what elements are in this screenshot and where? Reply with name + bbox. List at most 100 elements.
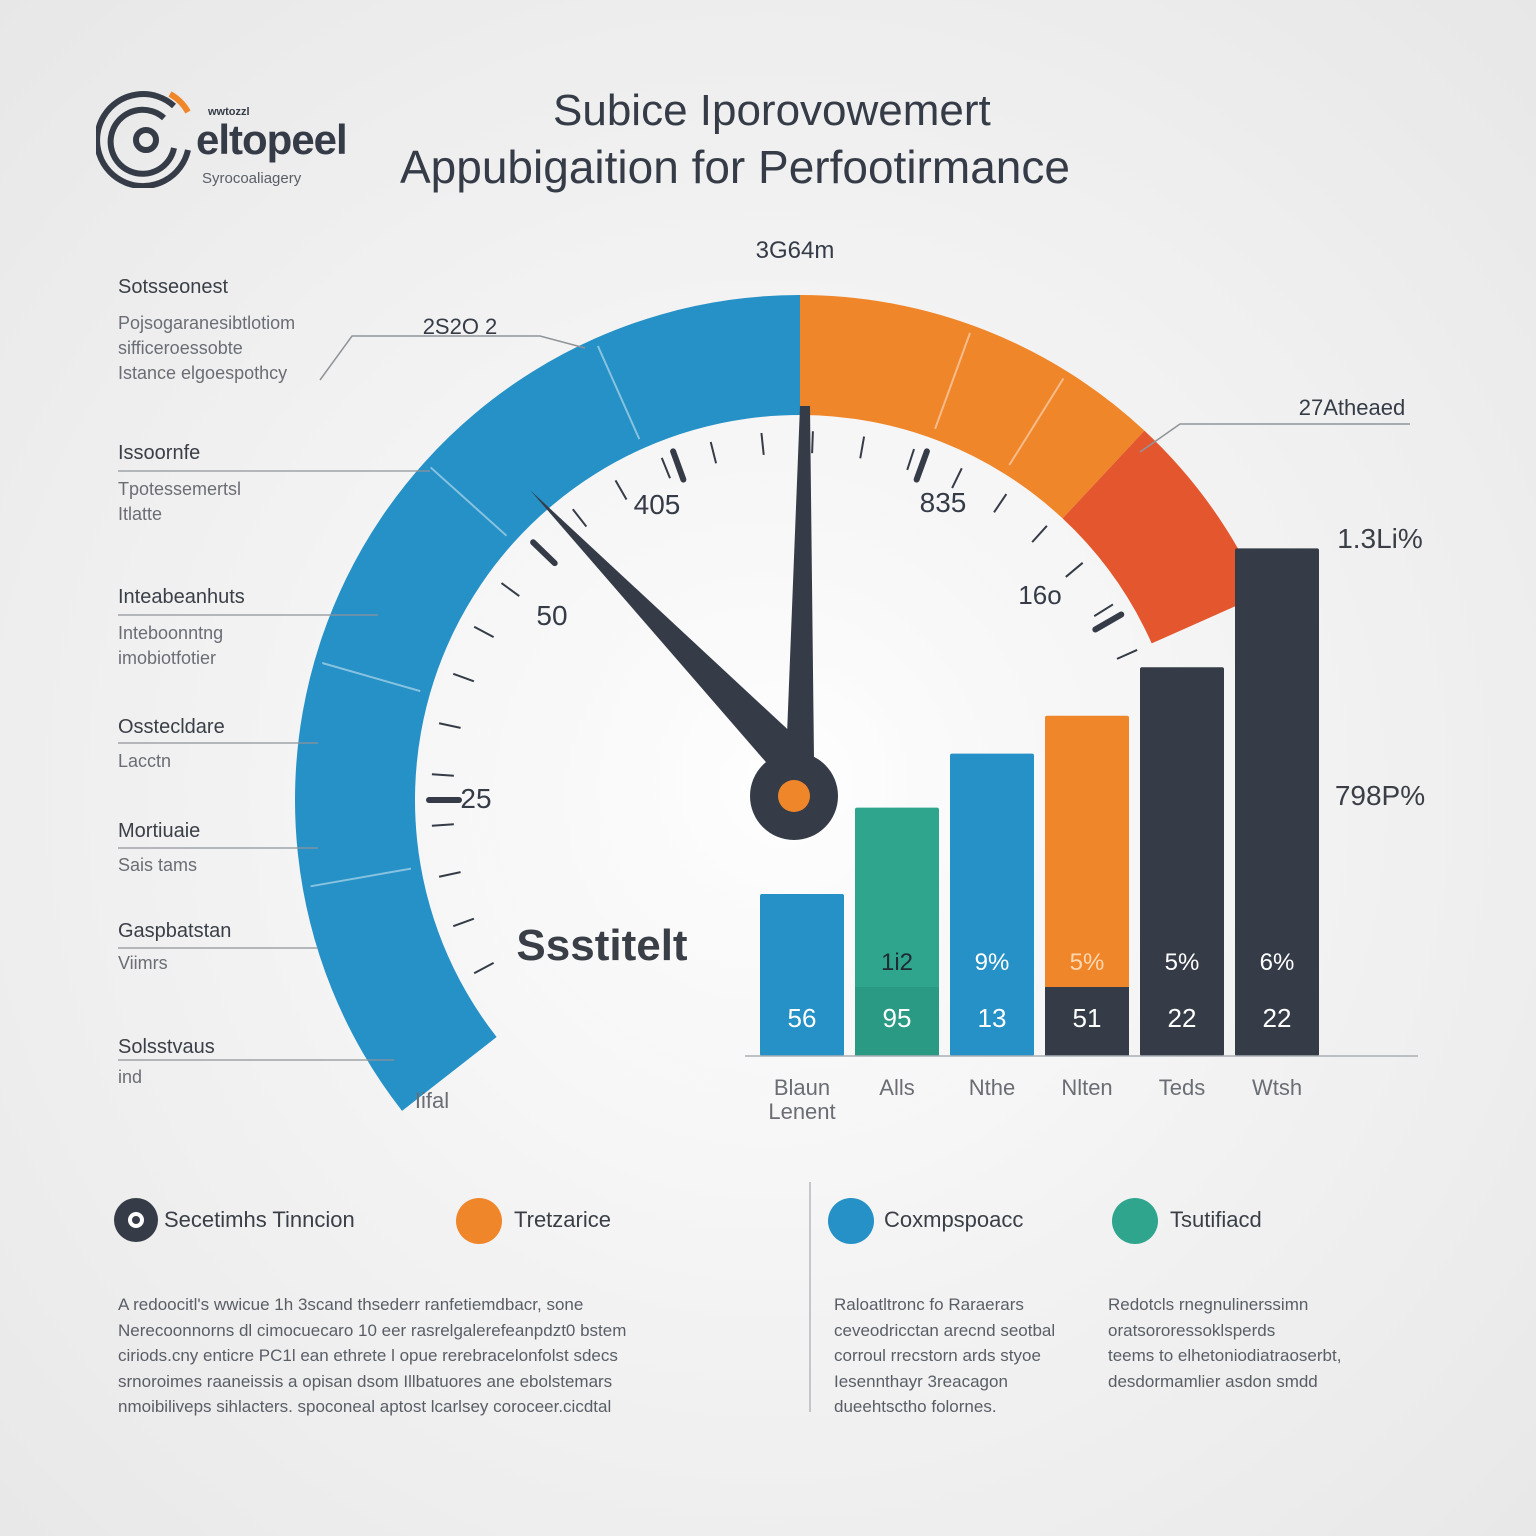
bar-percent-label: 5% — [1070, 949, 1105, 976]
arc-stripe — [429, 466, 508, 537]
arc-stripe — [321, 662, 421, 693]
paragraph-line: nmoibiliveps sihlacters. spoconeal aptos… — [118, 1397, 612, 1416]
bar-lower-segment — [855, 987, 939, 1056]
paragraph-line: A redoocitl's wwicue 1h 3scand thsederr … — [118, 1295, 584, 1314]
teal-dot-icon — [1112, 1198, 1158, 1244]
x-tick-label: Nthe — [969, 1075, 1015, 1100]
side-label-title: Mortiuaie — [118, 820, 201, 842]
x-tick-label: Alls — [879, 1075, 914, 1100]
gauge-arc-stripes — [310, 332, 1065, 888]
gauge-tick — [760, 432, 765, 456]
gauge-tick — [951, 467, 963, 489]
paragraph-line: Nerecoonnorns dl cimocuecaro 10 eer rasr… — [118, 1320, 627, 1340]
gauge-scale-label-25: 25 — [460, 783, 491, 814]
side-label-sub: Sais tams — [118, 855, 198, 875]
paragraph-line: teems to elhetoniodiatraoserbt, — [1108, 1346, 1342, 1365]
bar-value-label: 51 — [1073, 1003, 1102, 1033]
gauge-scale-label-405: 405 — [634, 489, 681, 520]
side-label-sub: Lacctn — [118, 751, 172, 771]
side-label-sub: Inteboonntng — [118, 623, 224, 643]
side-label-sub: imobiotfotier — [118, 648, 217, 668]
arc-stripe — [934, 332, 971, 430]
legend-label: Coxmpspoacc — [884, 1207, 1024, 1232]
legend-label: Tsutifiacd — [1170, 1207, 1262, 1232]
side-label-group: Solsstvaus ind — [118, 1036, 215, 1090]
gauge-arc-red — [1062, 430, 1262, 644]
bar-value-label: 22 — [1168, 1003, 1197, 1033]
gauge-tick — [1031, 525, 1048, 543]
bar-percent-label: 1i2 — [881, 949, 913, 976]
paragraph-line: oratsororessoklsperds — [1108, 1320, 1276, 1340]
gauge-tick — [1116, 649, 1138, 660]
bar-value-label: 95 — [883, 1003, 912, 1033]
legend-label: Tretzarice — [514, 1207, 611, 1232]
paragraph-line: ciriods.cny enticre PC1l ean ethrete l o… — [118, 1346, 618, 1365]
orange-dot-icon — [456, 1198, 502, 1244]
side-label-group: Mortiuaie Sais tams — [118, 820, 200, 878]
gauge-tick — [452, 917, 475, 928]
x-tick-label: Teds — [1159, 1075, 1205, 1100]
gauge-bottom-label: Iifal — [415, 1088, 449, 1113]
logo: wwtozzl eltopeel Syrocoaliagery — [96, 88, 386, 198]
paragraph-middle: Raloatltronc fo Raraerars ceveodricctan … — [834, 1292, 1055, 1420]
side-label-sub: Pojsogaranesibtlotiom — [118, 313, 296, 333]
bar-right-label-mid: 798P% — [1335, 780, 1425, 811]
gauge-tick — [473, 962, 495, 975]
gauge-major-tick — [1092, 611, 1125, 633]
bar — [1140, 667, 1224, 1056]
paragraph-right: Redotcls rnegnulinerssimn oratsororessok… — [1108, 1292, 1341, 1394]
gauge-tick — [1093, 603, 1114, 617]
legend: Secetimhs Tinncion Tretzarice Coxmpspoac… — [114, 1198, 1344, 1246]
paragraph-line: Iesennthayr 3reacagon — [834, 1371, 1008, 1391]
gauge-major-ticks — [426, 448, 1125, 803]
gauge-tick — [1065, 562, 1084, 578]
x-tick-label: Lenent — [768, 1099, 835, 1124]
gauge-major-tick — [530, 539, 558, 567]
gauge-top-label: 3G64m — [756, 237, 835, 264]
bar-percent-label: 6% — [1260, 949, 1295, 976]
side-label-sub: Istance elgoespothcy — [118, 363, 288, 383]
needle-hub-center — [778, 780, 810, 812]
ring-dot-icon — [114, 1198, 158, 1242]
bar-lower-segment — [1045, 987, 1129, 1056]
gauge-tick — [438, 722, 461, 729]
gauge-scale-label-50: 50 — [536, 600, 567, 631]
gauge-tick — [431, 773, 454, 777]
paragraph-line: corroul rrecstorn ards styoe — [834, 1346, 1041, 1365]
logo-tagline: Syrocoaliagery — [202, 170, 302, 187]
paragraph-line: ceveodricctan arecnd seotbal — [834, 1320, 1056, 1340]
side-label-sub: sifficeroessobte — [118, 338, 243, 358]
side-label-sub: ind — [118, 1067, 143, 1087]
bar — [760, 894, 844, 1056]
gauge-tick — [660, 457, 671, 479]
gauge-tick — [859, 436, 866, 459]
paragraph-left: A redoocitl's wwicue 1h 3scand thsederr … — [118, 1292, 626, 1420]
side-label-sub: Itlatte — [118, 504, 163, 524]
bar-percent-label: 9% — [975, 949, 1010, 976]
logo-kicker: wwtozzl — [208, 106, 250, 118]
gauge-major-tick — [670, 448, 687, 483]
side-label-title: Inteabeanhuts — [118, 586, 245, 608]
x-tick-label: Blaun — [774, 1075, 830, 1100]
primary-needle — [786, 406, 814, 760]
x-tick-label: Wtsh — [1252, 1075, 1302, 1100]
paragraph-line: srnoroimes raaneissis a opisan dsom Illb… — [118, 1371, 613, 1391]
gauge-tick — [500, 582, 520, 597]
gauge-tick — [993, 493, 1008, 513]
bar-value-label: 13 — [978, 1003, 1007, 1033]
logo-mark-icon — [96, 91, 191, 188]
callout-left-value: 2S2O 2 — [423, 314, 498, 339]
page-title-line-1: Subice Iporovowemert — [553, 86, 991, 135]
gauge-needles — [530, 406, 838, 840]
gauge-tick — [572, 508, 588, 528]
bar-value-label: 22 — [1263, 1003, 1292, 1033]
gauge-scale-label-835: 835 — [920, 487, 967, 518]
logo-brand: eltopeel — [196, 116, 348, 163]
paragraph-line: dueehtsctho folornes. — [834, 1397, 997, 1416]
gauge-arc-blue — [294, 295, 800, 1111]
bar — [1235, 548, 1319, 1056]
gauge — [294, 295, 1262, 1111]
side-label-title: Issoornfe — [118, 442, 201, 464]
callout-right-value: 27Atheaed — [1299, 395, 1405, 420]
